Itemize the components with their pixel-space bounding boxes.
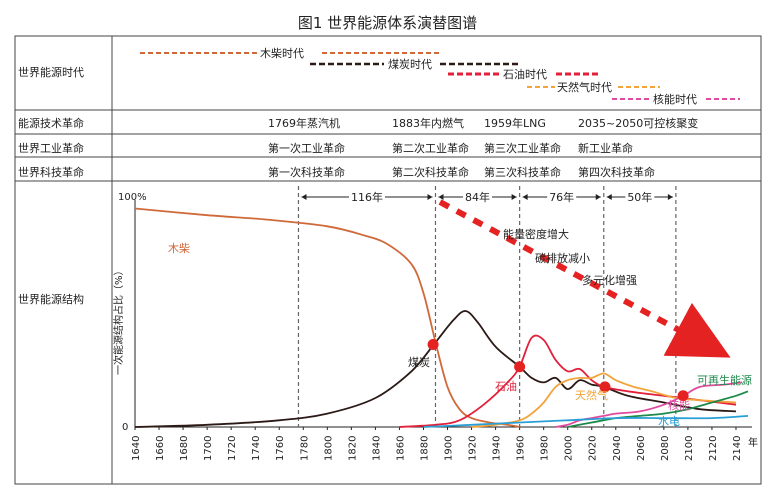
interval-label: 76年 [549, 190, 574, 204]
x-ticks: 1640 1660 1680 1700 1720 1740 1760 1780 1800 1820… [131, 427, 743, 461]
x-tick-label: 2060 [636, 436, 647, 461]
row-label-industry: 世界工业革命 [18, 142, 84, 155]
crossing-dots [427, 338, 689, 402]
era-label-wood: 木柴时代 [260, 46, 304, 60]
series-label-nuclear: 核能 [668, 398, 690, 412]
series-line [471, 372, 737, 428]
row-label-structure: 世界能源结构 [18, 293, 84, 306]
series-label-oil: 石油 [495, 379, 517, 393]
series-label-coal: 煤炭 [408, 356, 430, 369]
sci-revolution: 第四次科技革命 [578, 166, 655, 179]
trend-annotation: 碳排放减小 [535, 251, 590, 265]
x-tick-label: 2000 [564, 436, 575, 461]
tech-revolution: 2035~2050可控核聚变 [578, 117, 699, 130]
x-tick-label: 2040 [612, 436, 623, 461]
x-tick-label: 2120 [708, 436, 719, 461]
x-tick-label: 1880 [419, 436, 430, 461]
interval-arrowhead [301, 194, 307, 200]
x-tick-label: 1860 [395, 436, 406, 461]
series-label-hydro: 水电 [658, 415, 680, 428]
sci-revolution: 第一次科技革命 [268, 166, 345, 179]
interval-label: 50年 [627, 190, 652, 204]
series-line [423, 415, 749, 428]
x-tick-label: 1800 [323, 436, 334, 461]
tech-revolution: 1883年内燃气 [392, 117, 464, 130]
series-label-renewable: 可再生能源 [697, 373, 752, 387]
interval-arrowhead [667, 194, 673, 200]
figure-title: 图1 世界能源体系演替图谱 [297, 14, 478, 32]
x-tick-label: 2140 [732, 436, 743, 461]
row-label-science: 世界科技革命 [18, 166, 84, 179]
era-timeline: 木柴时代 煤炭时代 石油时代 天然气时代 核能时代 [140, 46, 740, 106]
interval-arrowhead [511, 194, 517, 200]
row-label-tech: 能源技术革命 [18, 117, 84, 130]
x-tick-label: 1720 [227, 436, 238, 461]
x-tick-label: 1660 [155, 436, 166, 461]
series-line [134, 207, 520, 428]
interval-arrows: 116年 84年 76年 50年 [301, 190, 673, 204]
interval-arrowhead [522, 194, 528, 200]
crossing-dot [599, 381, 611, 393]
interval-arrowhead [427, 194, 433, 200]
x-tick-label: 1700 [203, 436, 214, 461]
x-unit-label: 年 [748, 436, 758, 449]
era-label-nuclear: 核能时代 [653, 92, 697, 106]
trend-annotation: 能量密度增大 [503, 227, 569, 241]
x-tick-label: 1820 [347, 436, 358, 461]
industrial-revolution: 新工业革命 [578, 142, 633, 155]
interval-arrowhead [438, 194, 444, 200]
crossing-dot [677, 390, 689, 402]
row-label-era: 世界能源时代 [18, 66, 84, 79]
series-line [399, 334, 737, 428]
x-tick-label: 2020 [588, 436, 599, 461]
sci-revolution: 第三次科技革命 [484, 166, 561, 179]
x-tick-label: 1900 [444, 436, 455, 461]
x-tick-label: 2080 [660, 436, 671, 461]
y-tick-bottom: 0 [122, 422, 128, 433]
industrial-revolution: 第三次工业革命 [484, 142, 561, 155]
x-tick-label: 2100 [684, 436, 695, 461]
crossing-dot [514, 361, 526, 373]
crossing-dot [427, 338, 439, 350]
trend-annotation: 多元化增强 [582, 273, 637, 287]
era-label-coal: 煤炭时代 [388, 58, 432, 71]
y-tick-top: 100% [118, 192, 147, 203]
era-label-gas: 天然气时代 [557, 80, 612, 94]
x-tick-label: 1760 [275, 436, 286, 461]
interval-label: 116年 [351, 190, 383, 204]
series-lines [134, 207, 749, 428]
sci-revolution: 第二次科技革命 [392, 166, 469, 179]
chart-axes: 100% 0 年 一次能源结构占比（%） [112, 192, 758, 449]
x-tick-label: 1960 [516, 436, 527, 461]
tech-revolution: 1959年LNG [484, 117, 546, 130]
table-grid [14, 35, 762, 485]
x-tick-label: 1680 [179, 436, 190, 461]
industrial-revolution: 第二次工业革命 [392, 142, 469, 155]
tech-revolution: 1769年蒸汽机 [268, 117, 340, 130]
interval-label: 84年 [465, 190, 490, 204]
x-tick-label: 1840 [371, 436, 382, 461]
y-axis-label: 一次能源结构占比（%） [112, 265, 125, 375]
series-label-wood: 木柴 [168, 241, 190, 255]
x-tick-label: 1980 [540, 436, 551, 461]
x-tick-label: 1740 [251, 436, 262, 461]
series-line [567, 390, 749, 428]
x-tick-label: 1940 [492, 436, 503, 461]
x-tick-label: 1780 [299, 436, 310, 461]
x-tick-label: 1920 [468, 436, 479, 461]
trend-arrow [438, 199, 731, 358]
interval-arrowhead [606, 194, 612, 200]
interval-arrowhead [595, 194, 601, 200]
series-label-gas: 天然气 [575, 388, 608, 402]
era-label-oil: 石油时代 [503, 67, 547, 81]
industrial-revolution: 第一次工业革命 [268, 142, 345, 155]
x-tick-label: 1640 [131, 436, 142, 461]
